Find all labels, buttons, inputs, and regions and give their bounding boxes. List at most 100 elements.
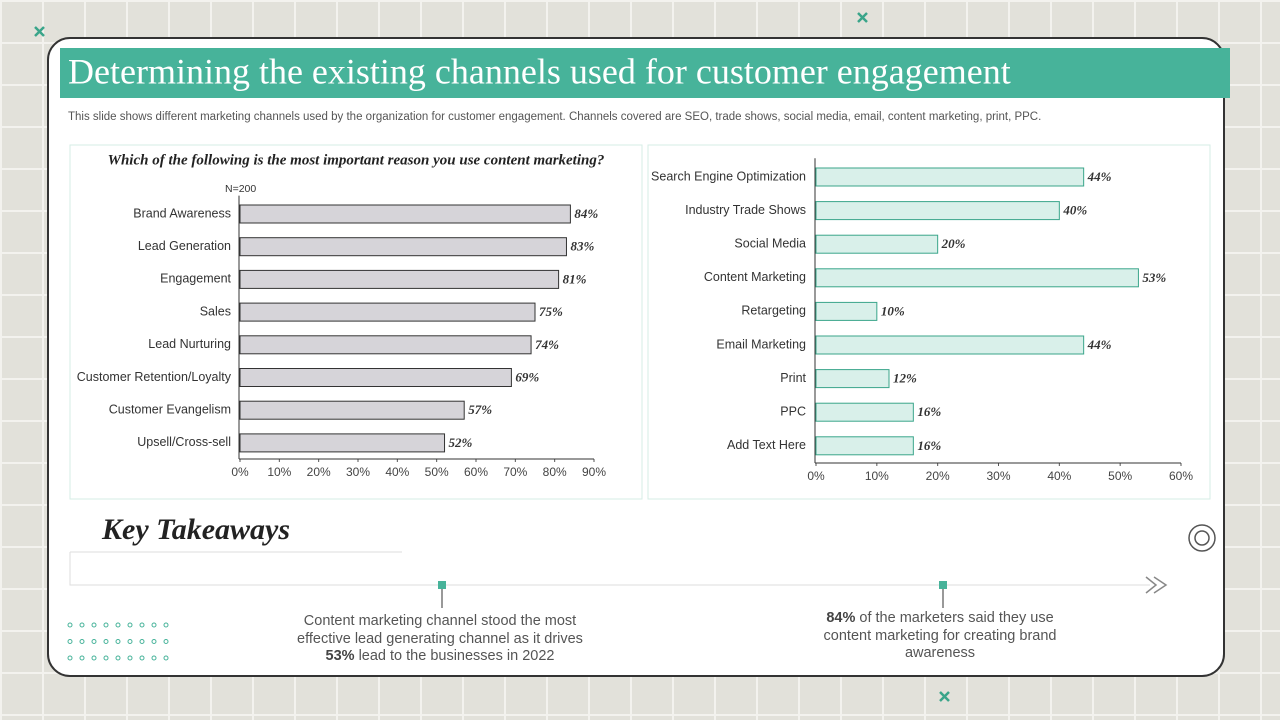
x-tick-label: 70% <box>503 465 527 479</box>
dot <box>127 655 133 661</box>
bar <box>815 301 878 321</box>
value-label: 75% <box>539 304 563 319</box>
dot <box>115 639 121 644</box>
panel <box>69 144 643 500</box>
category-label: Customer Evangelism <box>109 402 231 416</box>
decor-dots <box>67 622 169 661</box>
x-tick-label: 50% <box>1108 469 1132 483</box>
slide-subtitle: This slide shows different marketing cha… <box>68 111 1041 123</box>
bar <box>239 335 532 355</box>
dot <box>91 639 97 644</box>
dot <box>103 639 109 644</box>
category-label: PPC <box>780 404 806 418</box>
category-label: Brand Awareness <box>133 206 231 220</box>
takeaways-heading: Key Takeaways <box>101 513 290 546</box>
x-tick-label: 20% <box>926 469 950 483</box>
dot <box>163 639 169 644</box>
dot <box>91 655 97 661</box>
x-tick-label: 0% <box>231 465 249 479</box>
bar <box>239 400 465 420</box>
value-label: 57% <box>468 402 492 417</box>
category-label: Lead Nurturing <box>148 337 231 351</box>
category-label: Industry Trade Shows <box>685 203 806 217</box>
header-band <box>60 48 1230 98</box>
x-tick-label: 30% <box>346 465 370 479</box>
dot <box>79 655 85 661</box>
dot <box>67 622 73 628</box>
takeaway-text: Content marketing channel stood the most… <box>297 613 583 647</box>
category-label: Content Marketing <box>704 270 806 284</box>
x-tick-label: 50% <box>425 465 449 479</box>
category-label: Lead Generation <box>138 239 231 253</box>
category-label: Engagement <box>160 272 231 286</box>
x-tick-label: 0% <box>807 469 825 483</box>
bar <box>239 302 536 322</box>
takeaway-text: lead to the businesses in 2022 <box>358 648 555 664</box>
dot <box>127 639 133 644</box>
chart-note: N=200 <box>225 183 256 195</box>
value-label: 74% <box>535 337 559 352</box>
value-label: 16% <box>917 438 941 453</box>
x-tick-label: 10% <box>267 465 291 479</box>
bar <box>815 369 890 389</box>
dot <box>139 639 145 644</box>
category-label: Customer Retention/Loyalty <box>77 370 232 384</box>
category-label: Social Media <box>734 236 806 250</box>
decor-circle <box>1194 530 1210 546</box>
dot <box>127 622 133 628</box>
bar <box>815 234 939 254</box>
dot <box>115 655 121 661</box>
value-label: 10% <box>881 303 905 318</box>
value-label: 83% <box>570 239 594 254</box>
dot <box>151 639 157 644</box>
bar <box>239 237 567 257</box>
value-label: 20% <box>941 236 966 251</box>
bar <box>815 268 1139 288</box>
dot <box>79 639 85 644</box>
bar <box>815 402 914 422</box>
takeaway: Content marketing channel stood the most… <box>290 613 590 666</box>
x-tick-label: 60% <box>1169 469 1193 483</box>
dot <box>139 655 145 661</box>
value-label: 84% <box>574 206 598 221</box>
value-label: 40% <box>1062 203 1087 218</box>
value-label: 12% <box>893 371 917 386</box>
x-tick-label: 30% <box>986 469 1010 483</box>
x-tick-label: 90% <box>582 465 606 479</box>
takeaway-highlight: 84% <box>826 610 856 626</box>
dot <box>115 622 121 628</box>
x-tick-label: 40% <box>1047 469 1071 483</box>
bar <box>239 433 446 453</box>
marker <box>939 581 947 589</box>
dot <box>67 639 73 644</box>
dot <box>139 622 145 628</box>
dot <box>79 622 85 628</box>
value-label: 44% <box>1087 169 1112 184</box>
card <box>47 37 1225 677</box>
dot <box>103 655 109 661</box>
category-label: Print <box>780 371 806 385</box>
value-label: 81% <box>563 271 587 286</box>
timeline <box>69 552 1150 586</box>
value-label: 44% <box>1087 337 1112 352</box>
value-label: 52% <box>449 435 473 450</box>
bar <box>815 201 1060 221</box>
takeaway-highlight: 53% <box>325 648 355 664</box>
decor-circle <box>1188 524 1216 552</box>
value-label: 69% <box>515 369 539 384</box>
dot <box>91 622 97 628</box>
dot <box>163 655 169 661</box>
marker <box>438 581 446 589</box>
category-label: Upsell/Cross-sell <box>137 435 231 449</box>
dot <box>67 655 73 661</box>
x-tick-label: 20% <box>307 465 331 479</box>
x-tick-label: 60% <box>464 465 488 479</box>
bar <box>239 204 571 224</box>
category-label: Add Text Here <box>727 438 806 452</box>
arrow <box>1145 576 1168 594</box>
bar <box>239 368 512 387</box>
category-label: Sales <box>200 304 231 318</box>
slide-title: Determining the existing channels used f… <box>68 51 1011 91</box>
